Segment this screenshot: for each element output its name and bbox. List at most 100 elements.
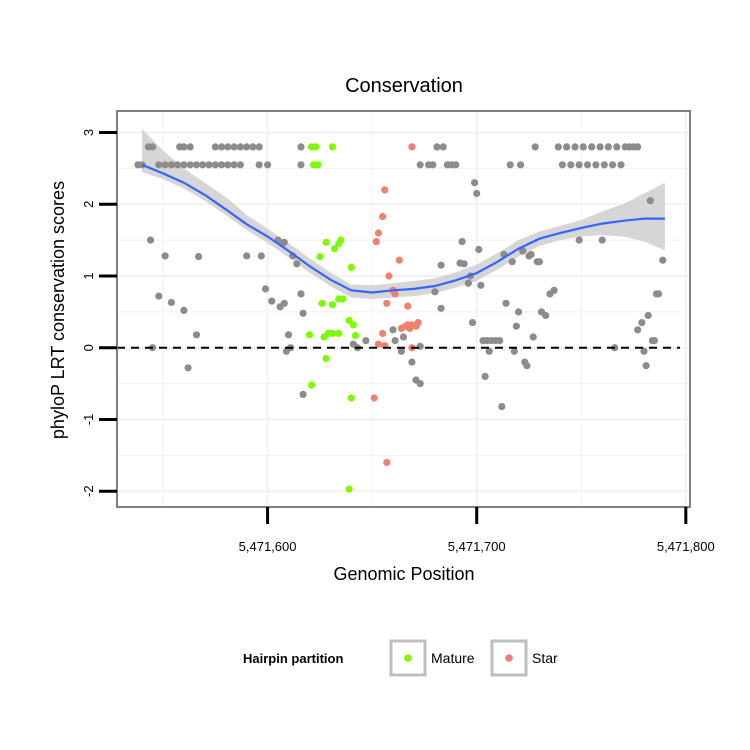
x-axis: 5,471,600 5,471,700 5,471,800 [239,507,715,554]
data-point-other [567,161,575,169]
data-point-star [383,299,391,307]
x-tick-label: 5,471,700 [448,539,506,554]
y-axis: -2 -1 0 1 2 3 [81,129,117,497]
data-point-other [646,197,654,205]
data-point-other [255,143,263,151]
data-point-star [372,238,380,246]
y-tick-label: -1 [81,414,96,426]
data-point-other [644,311,652,320]
data-point-other [249,143,257,151]
data-point-other [218,143,226,151]
data-point-star [385,272,393,280]
data-point-mature [328,301,336,309]
legend-key-mature [389,639,427,677]
data-point-other [174,161,182,169]
data-point-other [264,161,272,169]
data-point-other [429,161,437,169]
data-point-other [508,258,516,266]
data-point-other [236,161,244,169]
data-point-other [416,380,424,388]
data-point-other [297,290,305,298]
data-point-mature [347,263,355,271]
data-point-other [297,143,305,151]
data-point-other [149,143,157,151]
data-point-other [617,161,625,169]
data-point-star [374,229,382,237]
data-point-other [243,252,251,260]
legend-dot-mature [404,654,412,662]
y-tick-label: -2 [81,485,96,497]
data-point-other [496,337,504,345]
data-point-other [583,161,592,169]
data-point-other [634,143,642,151]
data-point-other [452,161,460,169]
data-point-mature [335,329,343,337]
data-point-other [408,358,416,366]
data-point-other [598,236,606,244]
data-point-mature [349,321,357,329]
data-point-other [481,372,489,380]
data-point-other [293,260,301,268]
data-point-mature [328,143,336,151]
data-point-star [391,290,399,298]
data-point-other [230,161,238,169]
confidence-ribbon-layer [142,128,665,299]
data-point-other [199,161,207,169]
data-point-mature [307,381,316,389]
data-point-other [514,308,523,316]
data-point-other [224,161,232,169]
data-point-mature [330,245,339,253]
data-point-other [161,252,169,260]
confidence-ribbon [142,128,665,299]
data-point-star [414,319,422,327]
data-point-other [575,161,583,169]
data-point-other [579,143,587,151]
data-point-other [416,342,424,350]
data-point-other [195,253,203,261]
data-point-mature [322,354,330,363]
data-point-other [473,189,481,198]
data-point-other [146,236,155,244]
data-point-other [468,319,477,327]
data-point-mature [335,240,343,248]
data-point-other [211,161,219,169]
data-point-other [475,245,483,254]
data-point-other [659,256,667,264]
data-point-other [604,143,613,151]
data-point-other [180,143,188,151]
data-point-other [362,337,370,345]
data-point-other [523,362,531,370]
data-point-other [155,292,163,300]
data-point-other [575,236,583,244]
smooth-curve-layer [141,163,665,294]
data-point-mature [351,331,359,340]
data-point-other [416,161,424,169]
data-point-other [529,333,537,341]
data-point-other [397,347,405,355]
data-point-star [404,302,412,310]
data-point-other [600,161,608,169]
data-point-star [395,256,403,264]
data-point-other [167,298,175,307]
data-point-other [471,179,479,187]
data-point-other [563,143,571,151]
data-point-star [383,458,391,467]
data-point-other [554,143,562,151]
data-point-star [379,212,387,221]
x-axis-title: Genomic Position [333,564,474,584]
data-point-mature [345,485,353,493]
data-point-other [299,390,307,398]
x-tick-label: 5,471,800 [657,539,715,554]
data-point-other [571,143,579,151]
data-point-other [255,161,263,169]
data-point-other [588,143,596,151]
legend-label-mature: Mature [431,650,475,666]
y-axis-title: phyloP LRT conservation scores [48,181,68,439]
data-point-other [161,161,169,169]
data-point-other [391,337,399,345]
data-point-star [408,143,416,151]
data-point-other [535,258,544,266]
x-tick-label: 5,471,600 [239,539,297,554]
data-point-other [519,247,527,255]
